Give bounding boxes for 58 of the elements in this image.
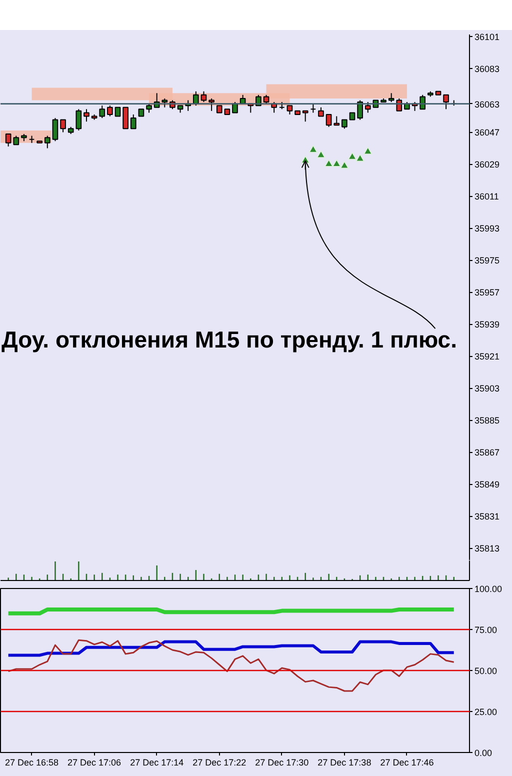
y-tick-label: 50.00 <box>474 666 498 676</box>
point <box>348 152 357 160</box>
point <box>332 159 342 168</box>
ref-line-label: 36063 <box>474 99 500 110</box>
candlestick <box>443 94 449 110</box>
y-tick-label: 35867 <box>474 448 500 458</box>
x-tick-label: 27 Dec 17:14 <box>130 758 184 768</box>
candlestick <box>326 114 332 128</box>
candlestick <box>130 114 136 130</box>
y-tick-label: 35903 <box>474 384 500 394</box>
candlestick <box>107 105 113 117</box>
y-tick-label: 36083 <box>474 64 500 74</box>
candlestick <box>60 119 66 133</box>
y-tick-label: 36011 <box>474 192 499 202</box>
point <box>308 144 318 153</box>
y-tick-label: 25.00 <box>474 707 498 717</box>
x-tick-label: 27 Dec 17:38 <box>318 758 372 768</box>
point <box>363 146 372 155</box>
candlestick <box>122 106 128 130</box>
annotation: Доу. отклонения M15 по тренду. 1 плюс. <box>2 326 457 353</box>
x-tick-label: 27 Dec 16:58 <box>4 758 59 768</box>
x-tick-label: 27 Dec 17:06 <box>68 758 122 768</box>
candlestick <box>76 108 82 131</box>
candlestick <box>208 98 214 112</box>
point <box>340 160 349 169</box>
x-tick-label: 27 Dec 17:30 <box>255 758 309 768</box>
candlestick <box>200 90 207 103</box>
y-tick-label: 35957 <box>474 288 500 298</box>
y-tick-label: 35921 <box>474 352 500 362</box>
y-tick-label: 36029 <box>474 160 500 170</box>
y-tick-label: 75.00 <box>474 625 498 635</box>
candlestick <box>232 102 238 114</box>
line-series <box>8 639 455 692</box>
line-series <box>6 640 456 657</box>
y-tick-label: 35813 <box>474 544 500 554</box>
point <box>324 159 334 168</box>
y-tick-label: 35831 <box>474 512 500 522</box>
y-tick-label: 35975 <box>474 256 500 266</box>
y-tick-label: 100.00 <box>474 584 502 594</box>
y-tick-label: 35885 <box>474 416 500 426</box>
point <box>356 154 365 162</box>
candlestick <box>364 102 371 114</box>
candlestick <box>84 108 90 122</box>
y-tick-label: 36101 <box>474 32 500 42</box>
candlestick <box>52 118 58 142</box>
point <box>316 150 326 158</box>
y-tick-label: 35993 <box>474 224 500 234</box>
y-tick-label: 35849 <box>474 480 500 490</box>
candlestick <box>99 105 106 119</box>
y-tick-label: 36047 <box>474 128 500 138</box>
candlestick <box>302 110 308 122</box>
y-tick-label: 35939 <box>474 320 500 330</box>
candlestick <box>5 134 12 147</box>
candlestick <box>420 94 426 110</box>
candlestick <box>44 135 50 149</box>
x-tick-label: 27 Dec 17:46 <box>380 758 434 768</box>
y-tick-label: 0.00 <box>474 748 492 758</box>
x-tick-label: 27 Dec 17:22 <box>192 758 246 768</box>
